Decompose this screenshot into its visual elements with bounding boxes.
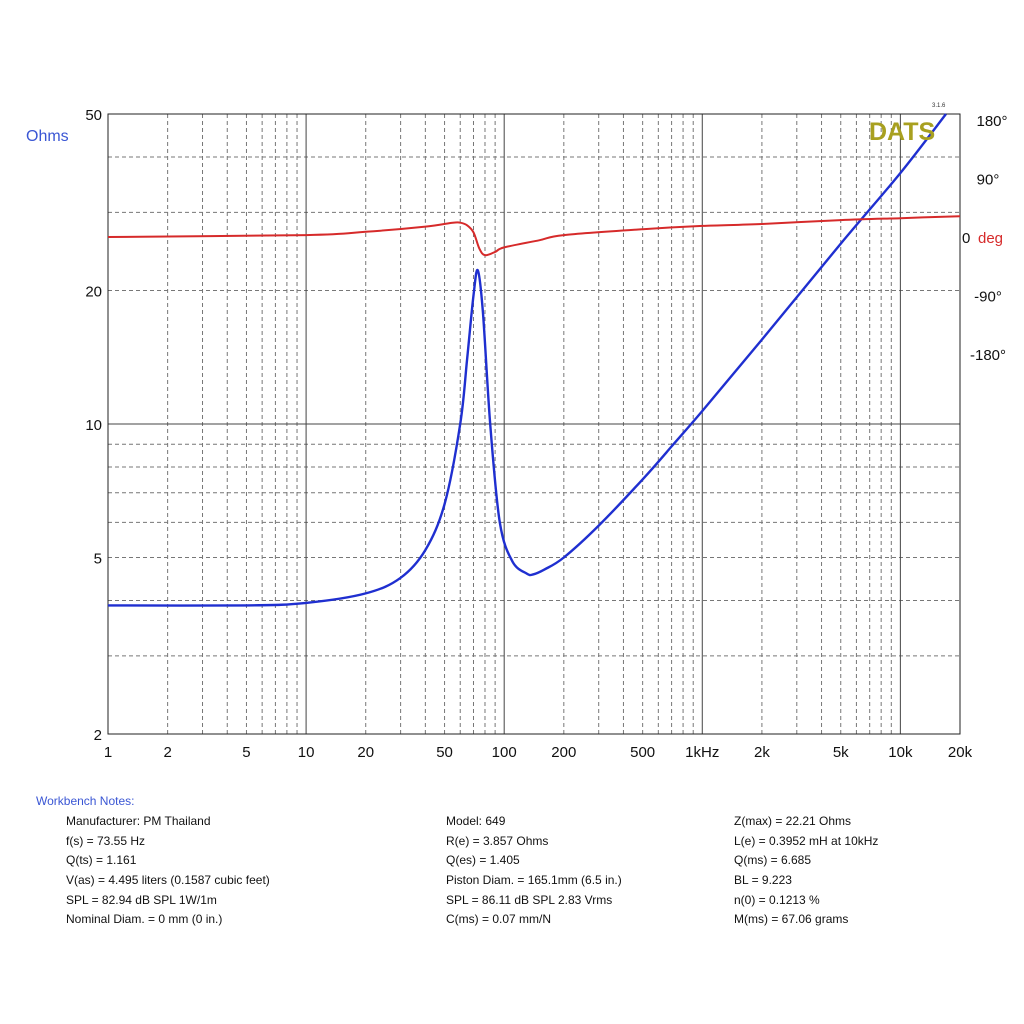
x-tick-labels: 1 2 5 10 20 50 100 200 500 1kHz 2k 5k 10k 20k <box>104 744 973 761</box>
y-tick-label: 50 <box>85 107 102 124</box>
x-tick-label: 2 <box>163 744 171 761</box>
phase-curve <box>107 215 961 257</box>
note-line: Piston Diam. = 165.1mm (6.5 in.) <box>446 873 622 888</box>
note-line: SPL = 82.94 dB SPL 1W/1m <box>66 892 217 907</box>
x-tick-label: 5k <box>833 744 849 761</box>
x-tick-label: 20 <box>357 744 374 761</box>
x-tick-label: 50 <box>436 744 453 761</box>
x-tick-label: 20k <box>948 744 973 761</box>
y-tick-label: 10 <box>85 417 102 434</box>
workbench-notes: Workbench Notes: Manufacturer: PM Thaila… <box>36 794 996 930</box>
x-tick-label: 500 <box>630 744 655 761</box>
series-layer <box>107 113 961 607</box>
version-label: 3.1.6 <box>932 103 946 109</box>
y2-tick-label: -90° <box>974 289 1002 306</box>
x-tick-label: 10 <box>298 744 315 761</box>
note-line: n(0) = 0.1213 % <box>734 892 820 907</box>
grid-major <box>108 114 960 734</box>
note-line: Manufacturer: PM Thailand <box>66 814 211 828</box>
note-line: Nominal Diam. = 0 mm (0 in.) <box>66 912 223 927</box>
y2-tick-labels: 180° 90° 0 deg -90° -180° <box>962 113 1008 364</box>
note-line: V(as) = 4.495 liters (0.1587 cubic feet) <box>66 873 270 888</box>
notes-grid: Manufacturer: PM Thailand f(s) = 73.55 Hz… <box>36 812 996 930</box>
note-line: M(ms) = 67.06 grams <box>734 912 849 927</box>
note-line: SPL = 86.11 dB SPL 2.83 Vrms <box>446 892 613 907</box>
y-tick-label: 2 <box>94 727 102 744</box>
impedance-curve <box>107 113 947 607</box>
y-tick-label: 20 <box>85 283 102 300</box>
dats-logo: DATS <box>869 118 935 146</box>
impedance-chart: 1 2 5 10 20 50 100 200 500 1kHz 2k 5k 10k 20k 2510205… <box>26 103 1008 761</box>
note-line: Q(es) = 1.405 <box>446 853 520 868</box>
note-line: C(ms) = 0.07 mm/N <box>446 912 552 927</box>
x-tick-label: 1kHz <box>685 744 719 761</box>
x-tick-label: 10k <box>888 744 913 761</box>
note-line: Z(max) = 22.21 Ohms <box>734 814 852 828</box>
y2-tick-label: 180° <box>976 113 1007 130</box>
notes-title: Workbench Notes: <box>36 794 135 808</box>
note-line: BL = 9.223 <box>734 873 792 888</box>
y2-tick-label: -180° <box>970 347 1006 364</box>
note-line: R(e) = 3.857 Ohms <box>446 833 549 848</box>
plot-frame <box>107 113 961 735</box>
y2-axis-label: deg <box>978 230 1003 247</box>
note-line: L(e) = 0.3952 mH at 10kHz <box>734 833 879 848</box>
y2-tick-label: 90° <box>977 172 1000 189</box>
notes-column-3: Z(max) = 22.21 Ohms L(e) = 0.3952 mH at 1… <box>734 812 994 930</box>
note-line: Q(ms) = 6.685 <box>734 853 812 868</box>
x-tick-label: 100 <box>492 744 517 761</box>
y-axis-label: Ohms <box>26 128 69 145</box>
y2-tick-label: 0 <box>962 230 970 247</box>
x-tick-label: 2k <box>754 744 770 761</box>
notes-column-1: Manufacturer: PM Thailand f(s) = 73.55 Hz… <box>66 812 446 930</box>
note-line: Q(ts) = 1.161 <box>66 853 137 868</box>
notes-column-2: Model: 649 R(e) = 3.857 Ohms Q(es) = 1.405… <box>446 812 734 930</box>
note-line: f(s) = 73.55 Hz <box>66 833 146 848</box>
y-tick-label: 5 <box>94 551 102 568</box>
x-tick-label: 200 <box>551 744 576 761</box>
x-tick-label: 5 <box>242 744 250 761</box>
x-tick-label: 1 <box>104 744 112 761</box>
note-line: Model: 649 <box>446 814 506 828</box>
y-tick-labels: 2 5 10 20 50 <box>85 107 102 744</box>
